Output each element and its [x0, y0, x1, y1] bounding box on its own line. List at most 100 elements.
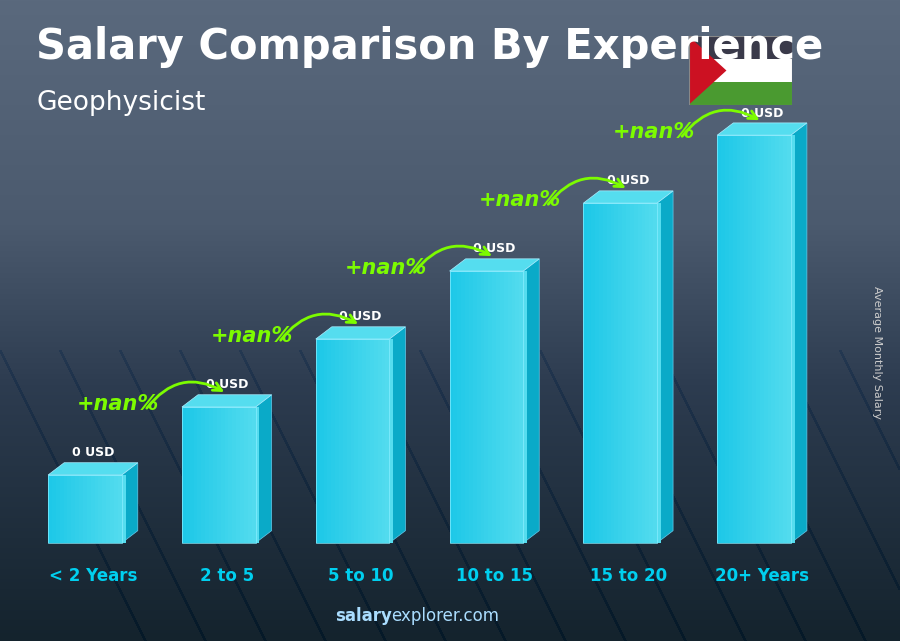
Bar	[465, 271, 469, 543]
Bar	[351, 339, 355, 543]
Text: 10 to 15: 10 to 15	[456, 567, 533, 585]
Bar	[469, 271, 473, 543]
Polygon shape	[122, 463, 138, 543]
Bar	[496, 271, 500, 543]
Text: explorer.com: explorer.com	[392, 607, 500, 625]
Bar	[492, 271, 496, 543]
Bar	[323, 339, 328, 543]
Bar	[771, 135, 775, 543]
Text: 0 USD: 0 USD	[339, 310, 382, 324]
Bar	[91, 475, 94, 543]
Bar	[457, 271, 461, 543]
Bar	[787, 135, 791, 543]
Bar	[106, 475, 110, 543]
Bar	[783, 135, 787, 543]
Bar	[519, 271, 523, 543]
Bar	[504, 271, 508, 543]
Bar	[94, 475, 98, 543]
Bar	[721, 135, 725, 543]
Bar	[68, 475, 71, 543]
Text: +nan%: +nan%	[212, 326, 293, 345]
Bar	[645, 203, 649, 543]
Bar	[454, 271, 457, 543]
Bar	[217, 407, 220, 543]
Bar	[688, 82, 792, 105]
Bar	[114, 475, 118, 543]
Bar	[733, 135, 736, 543]
Polygon shape	[48, 463, 138, 475]
Bar	[213, 407, 217, 543]
Bar	[122, 475, 126, 543]
Bar	[331, 339, 335, 543]
Polygon shape	[390, 327, 405, 543]
Bar	[185, 407, 190, 543]
Bar	[339, 339, 343, 543]
Bar	[744, 135, 748, 543]
Bar	[236, 407, 240, 543]
Bar	[752, 135, 756, 543]
Bar	[472, 271, 477, 543]
Bar	[382, 339, 385, 543]
Bar	[481, 271, 484, 543]
Bar	[328, 339, 331, 543]
Bar	[634, 203, 637, 543]
Bar	[48, 475, 122, 543]
Bar	[335, 339, 339, 543]
Bar	[103, 475, 106, 543]
Text: +nan%: +nan%	[345, 258, 427, 278]
Bar	[320, 339, 323, 543]
Bar	[110, 475, 114, 543]
Bar	[343, 339, 346, 543]
Bar	[182, 407, 185, 543]
Bar	[717, 135, 721, 543]
Bar	[202, 407, 205, 543]
Bar	[358, 339, 362, 543]
Bar	[642, 203, 645, 543]
Bar	[182, 407, 256, 543]
Bar	[64, 475, 68, 543]
Bar	[779, 135, 783, 543]
Bar	[618, 203, 622, 543]
Text: Average Monthly Salary: Average Monthly Salary	[872, 286, 883, 419]
Text: 0 USD: 0 USD	[607, 174, 650, 187]
Bar	[741, 135, 744, 543]
Text: 0 USD: 0 USD	[473, 242, 516, 256]
Bar	[610, 203, 615, 543]
Bar	[622, 203, 626, 543]
Bar	[194, 407, 197, 543]
Polygon shape	[450, 259, 539, 271]
Bar	[316, 339, 320, 543]
Bar	[729, 135, 733, 543]
Bar	[500, 271, 504, 543]
Bar	[252, 407, 256, 543]
Text: 0 USD: 0 USD	[741, 106, 783, 119]
Bar	[725, 135, 729, 543]
Text: 20+ Years: 20+ Years	[716, 567, 809, 585]
Bar	[511, 271, 516, 543]
Bar	[346, 339, 351, 543]
Bar	[205, 407, 209, 543]
Bar	[717, 135, 791, 543]
Bar	[190, 407, 194, 543]
Bar	[316, 339, 390, 543]
Polygon shape	[523, 259, 539, 543]
Bar	[588, 203, 591, 543]
Bar	[385, 339, 390, 543]
Bar	[244, 407, 248, 543]
Bar	[256, 407, 259, 543]
Bar	[688, 59, 792, 82]
Text: +nan%: +nan%	[77, 394, 159, 413]
Bar	[775, 135, 779, 543]
Bar	[355, 339, 358, 543]
Text: < 2 Years: < 2 Years	[49, 567, 137, 585]
Bar	[390, 339, 393, 543]
Bar	[450, 271, 454, 543]
Bar	[220, 407, 224, 543]
Bar	[688, 36, 792, 59]
Bar	[378, 339, 382, 543]
Bar	[657, 203, 661, 543]
Bar	[791, 135, 795, 543]
Text: 0 USD: 0 USD	[72, 446, 114, 460]
Bar	[516, 271, 519, 543]
Polygon shape	[316, 327, 405, 339]
